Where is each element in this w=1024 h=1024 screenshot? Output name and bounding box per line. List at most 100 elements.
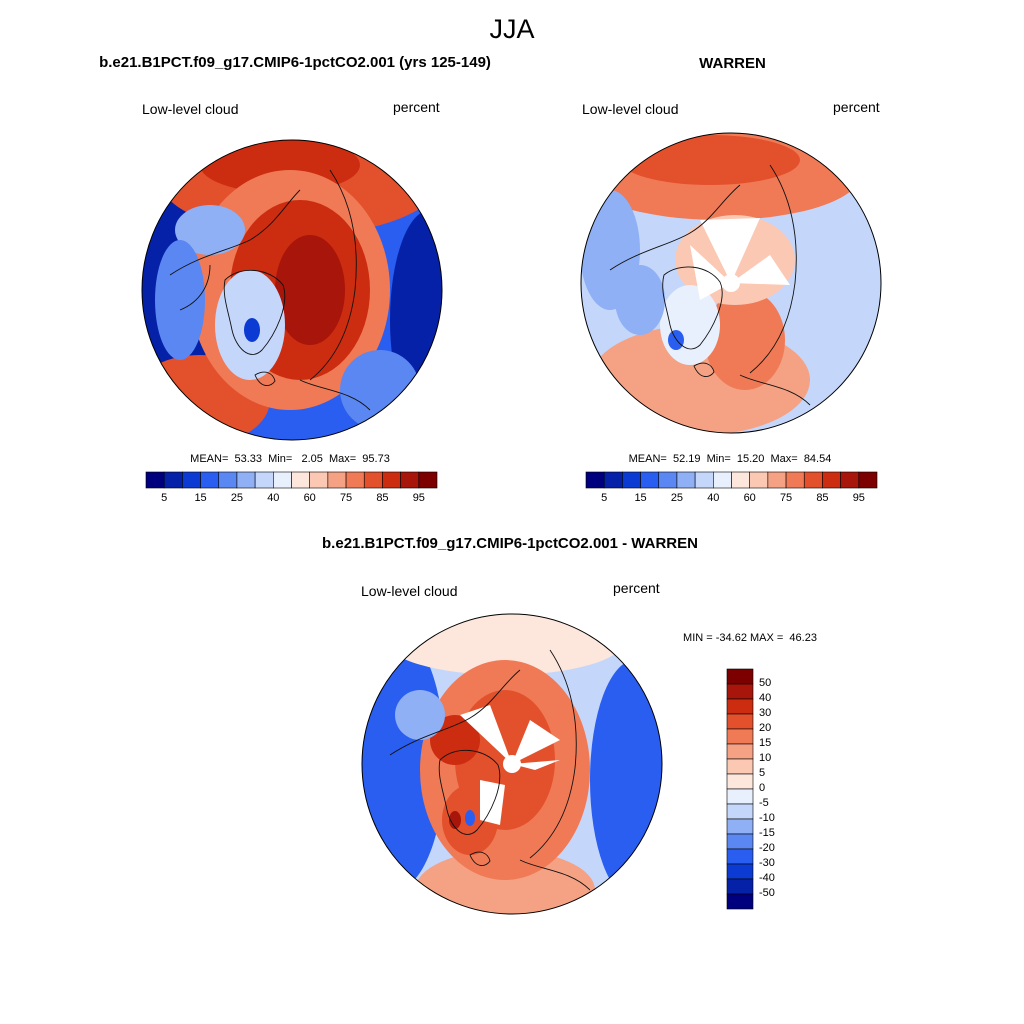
- colorbar-box: [726, 668, 754, 685]
- colorbar-box: [767, 471, 787, 489]
- colorbar-box: [726, 758, 754, 775]
- colorbar-tick-label: 5: [601, 492, 608, 504]
- colorbar-box: [858, 471, 878, 489]
- colorbar-tick-label: 60: [303, 492, 316, 504]
- colorbar-tick-label: 15: [759, 737, 772, 749]
- colorbar-tick-label: -50: [759, 887, 775, 899]
- colorbar-box: [785, 471, 805, 489]
- colorbar-box: [803, 471, 823, 489]
- colorbar-box: [726, 878, 754, 895]
- panel2-colorbar: [585, 471, 878, 489]
- colorbar-tick-label: 0: [759, 782, 766, 794]
- colorbar-box: [345, 471, 365, 489]
- colorbar-box: [840, 471, 860, 489]
- colorbar-box: [273, 471, 292, 489]
- colorbar-box: [726, 803, 754, 820]
- panel2-title: WARREN: [699, 55, 766, 72]
- colorbar-tick-label: 15: [634, 492, 647, 504]
- colorbar-box: [726, 788, 754, 805]
- colorbar-tick-label: 15: [194, 492, 207, 504]
- colorbar-tick-label: 40: [759, 692, 772, 704]
- colorbar-box: [726, 893, 754, 910]
- panel1-colorbar: [145, 471, 438, 489]
- colorbar-box: [309, 471, 329, 489]
- colorbar-tick-label: 85: [376, 492, 389, 504]
- panel1-variable-label: Low-level cloud: [142, 101, 239, 117]
- colorbar-box: [327, 471, 347, 489]
- colorbar-tick-label: -20: [759, 842, 775, 854]
- colorbar-box: [640, 471, 660, 489]
- colorbar-tick-label: -30: [759, 857, 775, 869]
- colorbar-tick-label: 30: [759, 707, 772, 719]
- colorbar-box: [145, 471, 165, 489]
- colorbar-tick-label: 40: [707, 492, 720, 504]
- colorbar-box: [726, 818, 754, 835]
- colorbar-tick-label: 95: [852, 492, 865, 504]
- panel3-coastlines: [389, 649, 591, 891]
- panel3-variable-label: Low-level cloud: [361, 583, 458, 599]
- colorbar-box: [726, 863, 754, 880]
- colorbar-box: [731, 471, 750, 489]
- colorbar-box: [182, 471, 201, 489]
- colorbar-box: [726, 683, 754, 700]
- colorbar-box: [400, 471, 420, 489]
- colorbar-tick-label: 10: [759, 752, 772, 764]
- colorbar-tick-label: 25: [230, 492, 244, 504]
- panel1-units-label: percent: [393, 99, 440, 115]
- panel3-colorbar: [726, 668, 754, 910]
- colorbar-box: [622, 471, 641, 489]
- colorbar-tick-label: 5: [759, 767, 766, 779]
- colorbar-tick-label: -40: [759, 872, 775, 884]
- panel2-stats: MEAN= 52.19 Min= 15.20 Max= 84.54: [628, 453, 832, 465]
- panel1-title: b.e21.B1PCT.f09_g17.CMIP6-1pctCO2.001 (y…: [99, 54, 491, 71]
- colorbar-box: [822, 471, 841, 489]
- colorbar-box: [585, 471, 605, 489]
- colorbar-box: [382, 471, 401, 489]
- colorbar-box: [676, 471, 696, 489]
- panel2-variable-label: Low-level cloud: [582, 101, 679, 117]
- colorbar-tick-label: -10: [759, 812, 775, 824]
- colorbar-tick-label: 40: [267, 492, 280, 504]
- panel2-coastlines: [609, 164, 811, 406]
- colorbar-tick-label: 60: [743, 492, 756, 504]
- colorbar-box: [603, 471, 623, 489]
- colorbar-box: [363, 471, 383, 489]
- colorbar-box: [163, 471, 183, 489]
- colorbar-tick-label: 75: [779, 492, 793, 504]
- panel1-map-border: [141, 139, 443, 441]
- colorbar-box: [726, 743, 754, 760]
- colorbar-tick-label: 85: [816, 492, 829, 504]
- colorbar-box: [658, 471, 678, 489]
- colorbar-box: [694, 471, 714, 489]
- figure-title: JJA: [489, 14, 535, 44]
- colorbar-box: [726, 698, 754, 715]
- colorbar-tick-label: 20: [759, 722, 772, 734]
- colorbar-box: [726, 713, 754, 730]
- colorbar-box: [254, 471, 274, 489]
- colorbar-tick-label: -15: [759, 827, 775, 839]
- panel3-stats: MIN = -34.62 MAX = 46.23: [683, 632, 817, 644]
- colorbar-box: [726, 848, 754, 865]
- panel1-coastlines: [169, 169, 371, 411]
- panel1-map: [142, 140, 442, 440]
- panel3-map-border: [361, 613, 663, 915]
- colorbar-box: [713, 471, 732, 489]
- colorbar-tick-label: 75: [339, 492, 353, 504]
- panel2-map: [581, 133, 881, 433]
- colorbar-box: [726, 773, 754, 790]
- colorbar-tick-label: 50: [759, 677, 772, 689]
- colorbar-tick-label: 25: [670, 492, 684, 504]
- colorbar-box: [749, 471, 769, 489]
- colorbar-box: [726, 833, 754, 850]
- colorbar-tick-label: 95: [412, 492, 425, 504]
- colorbar-tick-label: -5: [759, 797, 769, 809]
- panel3-units-label: percent: [613, 580, 660, 596]
- colorbar-box: [200, 471, 220, 489]
- panel2-units-label: percent: [833, 99, 880, 115]
- colorbar-tick-label: 5: [161, 492, 168, 504]
- colorbar-box: [236, 471, 256, 489]
- panel3-title: b.e21.B1PCT.f09_g17.CMIP6-1pctCO2.001 - …: [322, 535, 698, 552]
- colorbar-box: [218, 471, 238, 489]
- colorbar-box: [291, 471, 310, 489]
